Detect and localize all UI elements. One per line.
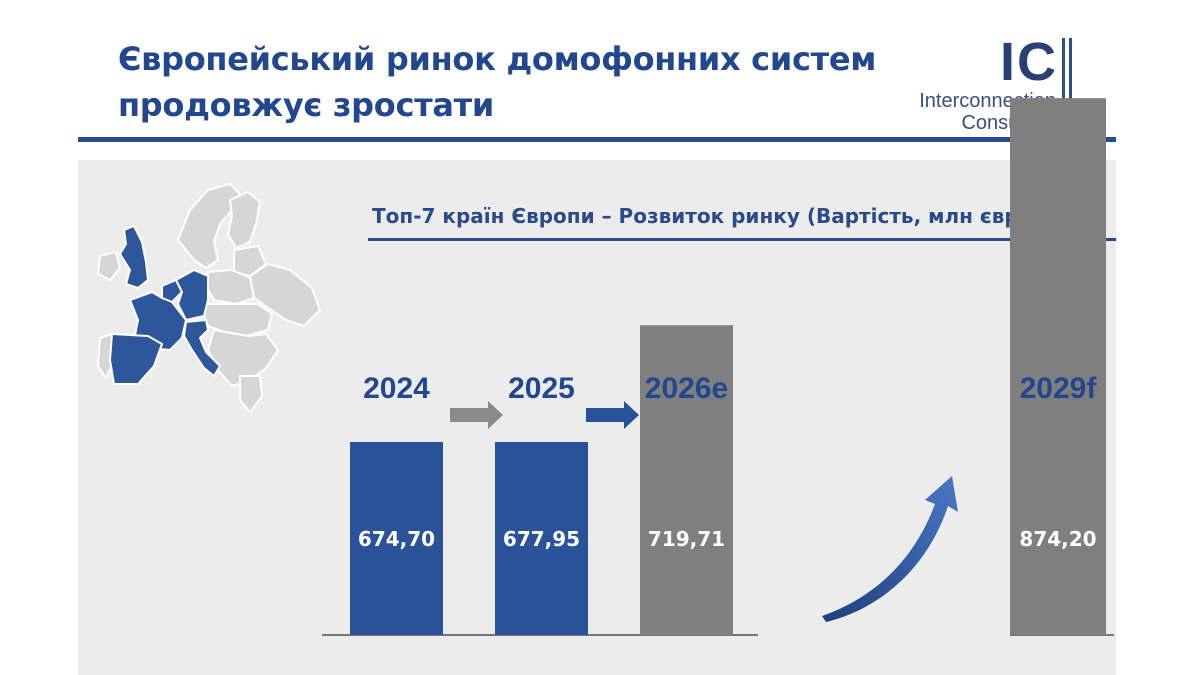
map-portugal [97, 333, 115, 379]
chart-title-underline [368, 238, 1116, 241]
page-title-line1: Європейський ринок домофонних систем [118, 40, 877, 78]
header-divider [78, 137, 1116, 142]
page-title: Європейський ринок домофонних систем про… [118, 36, 898, 128]
chart-title: Топ-7 країн Європи – Розвиток ринку (Вар… [372, 204, 1042, 228]
map-italy [183, 319, 221, 377]
value-label-2024: 674,70 [358, 527, 435, 551]
year-label-2025: 2025 [508, 372, 575, 405]
map-finland [227, 191, 261, 249]
map-benelux [161, 279, 183, 303]
step-arrow-1 [450, 401, 503, 429]
map-greece [239, 375, 263, 413]
bar-2025 [495, 442, 588, 635]
map-central [199, 303, 273, 337]
year-label-2026e: 2026e [645, 372, 728, 405]
logo-bar-left [1062, 38, 1065, 130]
map-ireland [97, 251, 121, 281]
map-uk [119, 225, 149, 289]
value-label-2025: 677,95 [503, 527, 580, 551]
year-label-2029f: 2029f [1020, 372, 1098, 405]
step-arrow-2 [586, 401, 639, 429]
year-label-2024: 2024 [363, 372, 430, 405]
growth-arrow-icon [822, 476, 958, 622]
value-label-2029f: 874,20 [1019, 527, 1096, 551]
europe-map-icon [97, 183, 321, 413]
map-spain [109, 333, 163, 385]
map-germany [175, 269, 209, 321]
logo-mark: IC [1000, 32, 1058, 92]
map-scandinavia [177, 183, 241, 269]
value-label-2026e: 719,71 [648, 527, 725, 551]
bar-2024 [350, 442, 443, 635]
page-title-line2: продовжує зростати [118, 86, 495, 124]
bar-2026e [640, 325, 733, 635]
bar-2029f [1010, 98, 1106, 636]
map-east [249, 263, 321, 327]
logo-bar-right [1069, 38, 1072, 130]
